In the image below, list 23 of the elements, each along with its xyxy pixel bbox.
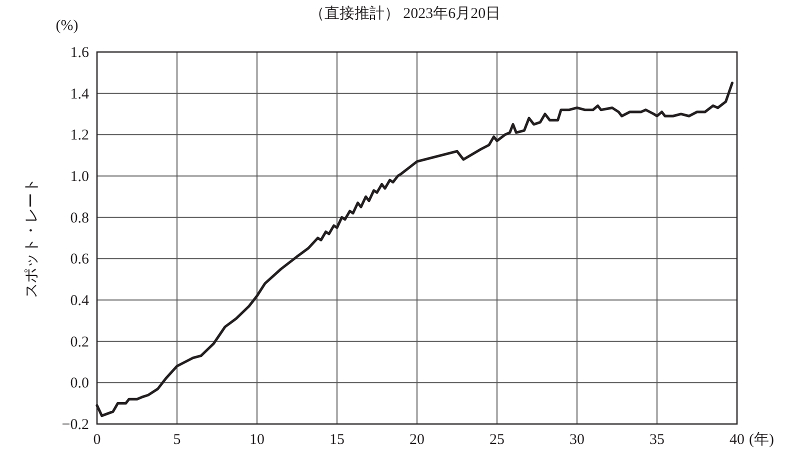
x-tick-label: 35 xyxy=(650,432,664,448)
y-tick-label: 0.4 xyxy=(70,293,90,309)
y-tick-label: 0.6 xyxy=(70,252,90,268)
x-axis-title: (年) xyxy=(749,431,774,448)
x-tick-label: 5 xyxy=(173,432,181,448)
chart-title: （直接推計） 2023年6月20日 xyxy=(309,5,501,22)
y-tick-label: 0.0 xyxy=(70,376,89,392)
x-tick-label: 10 xyxy=(250,432,264,448)
x-tick-label: 15 xyxy=(330,432,344,448)
x-tick-label: 25 xyxy=(490,432,504,448)
x-tick-label: 0 xyxy=(93,432,101,448)
y-tick-label: 0.2 xyxy=(70,334,89,350)
x-tick-label: 30 xyxy=(570,432,584,448)
y-tick-label: 1.4 xyxy=(70,86,90,102)
y-axis-title: スポット・レート xyxy=(24,178,40,298)
y-tick-label: 0.8 xyxy=(70,210,89,226)
x-tick-label: 40 xyxy=(730,432,744,448)
y-tick-label: 1.0 xyxy=(70,169,89,185)
text: (%) xyxy=(56,18,78,34)
y-tick-label: 1.6 xyxy=(70,45,90,61)
y-tick-label: 1.2 xyxy=(70,128,89,144)
x-tick-label: 20 xyxy=(410,432,424,448)
y-tick-label: −0.2 xyxy=(62,417,89,433)
